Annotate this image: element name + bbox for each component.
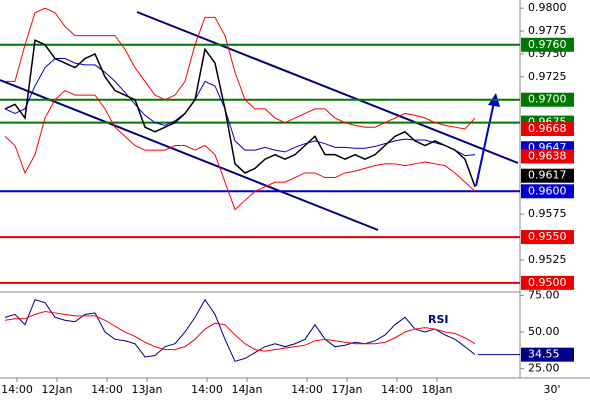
level-label: 0.9600 bbox=[528, 184, 567, 197]
level-label: 0.9500 bbox=[528, 276, 567, 289]
level-box bbox=[521, 122, 574, 137]
x-tick-label: 13Jan bbox=[132, 383, 163, 396]
x-tick-label: 12Jan bbox=[42, 383, 73, 396]
level-label: 0.9700 bbox=[528, 93, 567, 106]
x-tick-label: 17Jan bbox=[332, 383, 363, 396]
rsi-current-box bbox=[521, 347, 574, 362]
series-line bbox=[5, 7, 476, 130]
rsi-current-label: 34.55 bbox=[528, 348, 560, 361]
x-tick-label: 14:00 bbox=[191, 383, 223, 396]
level-label: 0.9760 bbox=[528, 38, 567, 51]
y-tick-label: 0.9800 bbox=[528, 1, 567, 14]
level-box bbox=[521, 149, 574, 164]
y-tick-label: 0.9525 bbox=[528, 253, 567, 266]
series-line bbox=[4, 39, 476, 187]
level-label: 0.9550 bbox=[528, 230, 567, 243]
y-tick-label: 75.00 bbox=[528, 288, 560, 301]
rsi-title: RSI bbox=[428, 313, 449, 326]
level-box bbox=[521, 37, 574, 52]
series-line bbox=[4, 58, 476, 157]
y-tick-label: 25.00 bbox=[528, 362, 560, 375]
forecast-arrow bbox=[475, 101, 495, 187]
level-label: 0.9638 bbox=[528, 149, 567, 162]
level-box bbox=[521, 168, 574, 183]
x-tick-label: 14:00 bbox=[291, 383, 323, 396]
y-tick-label: 50.00 bbox=[528, 325, 560, 338]
x-tick-label: 14:00 bbox=[381, 383, 413, 396]
channel-bottom bbox=[0, 79, 379, 231]
x-tick-label: 18Jan bbox=[422, 383, 453, 396]
x-tick-label: 14:00 bbox=[91, 383, 123, 396]
series-line bbox=[4, 310, 476, 352]
price-panel bbox=[0, 0, 520, 292]
y-tick-label: 0.9775 bbox=[528, 24, 567, 37]
y-tick-label: 0.9575 bbox=[528, 207, 567, 220]
level-label: 0.9668 bbox=[528, 122, 567, 135]
level-box bbox=[521, 275, 574, 290]
x-tick-label: 14Jan bbox=[232, 383, 263, 396]
level-box bbox=[521, 92, 574, 107]
level-label: 0.9617 bbox=[528, 169, 567, 182]
channel-top bbox=[136, 11, 519, 164]
series-line bbox=[4, 298, 476, 362]
y-tick-label: 0.9725 bbox=[528, 70, 567, 83]
timeframe-label: 30' bbox=[543, 383, 560, 396]
level-box bbox=[521, 184, 574, 199]
series-line bbox=[4, 89, 476, 211]
x-tick-label: 14:00 bbox=[1, 383, 33, 396]
level-box bbox=[521, 230, 574, 245]
